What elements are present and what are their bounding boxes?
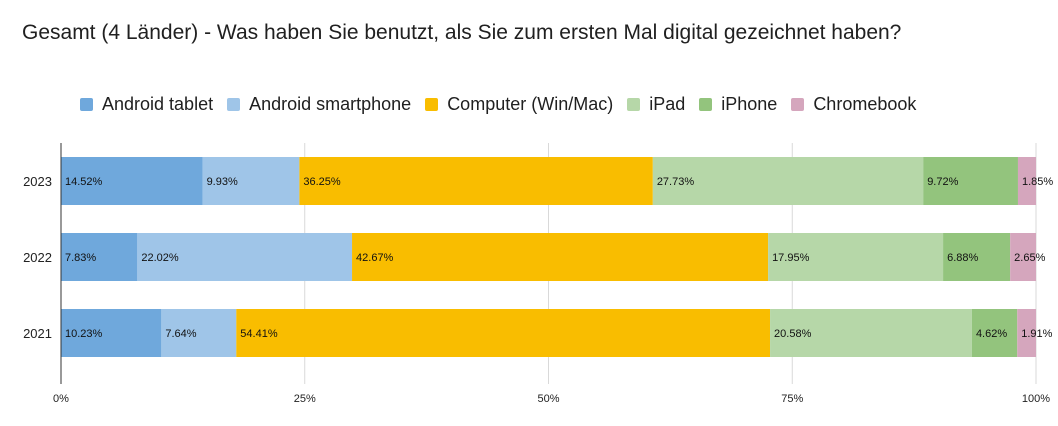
- bar-segment: [352, 233, 769, 281]
- legend-swatch: [80, 97, 93, 111]
- legend-item: Chromebook: [791, 94, 916, 115]
- data-label: 36.25%: [303, 176, 341, 188]
- data-label: 9.93%: [207, 176, 238, 188]
- legend-swatch: [425, 97, 439, 111]
- bar-segment: [61, 233, 138, 281]
- bar-segment: [923, 157, 1018, 205]
- legend-swatch: [227, 97, 241, 111]
- bar-segment: [1017, 157, 1036, 205]
- data-label: 10.23%: [65, 328, 103, 340]
- legend-item: Android tablet: [80, 94, 213, 115]
- x-tick-label: 50%: [537, 393, 559, 405]
- data-label: 14.52%: [65, 176, 103, 188]
- y-category-label: 2021: [23, 326, 52, 341]
- x-tick-label: 0%: [53, 393, 69, 405]
- bar-segment: [202, 157, 300, 205]
- chart-title: Gesamt (4 Länder) - Was haben Sie benutz…: [22, 21, 902, 44]
- data-label: 1.91%: [1021, 328, 1052, 340]
- bar-segment: [770, 309, 972, 357]
- bar-segment: [137, 233, 353, 281]
- bar-segment: [768, 233, 944, 281]
- legend-label: Computer (Win/Mac): [447, 93, 614, 114]
- legend-label: Android smartphone: [249, 93, 412, 114]
- y-category-label: 2022: [23, 250, 52, 265]
- bar-segment: [61, 309, 162, 357]
- data-label: 27.73%: [657, 176, 695, 188]
- data-label: 20.58%: [774, 328, 812, 340]
- legend-item: Computer (Win/Mac): [425, 94, 613, 115]
- bar-segment: [971, 309, 1018, 357]
- legend-swatch: [627, 97, 641, 111]
- legend-swatch: [791, 97, 805, 111]
- bar-segment: [652, 157, 924, 205]
- legend-item: Android smartphone: [227, 94, 411, 115]
- x-tick-label: 25%: [294, 393, 316, 405]
- data-label: 54.41%: [240, 328, 278, 340]
- legend-item: iPad: [627, 94, 685, 115]
- data-label: 7.64%: [165, 328, 196, 340]
- bar-segment: [61, 157, 203, 205]
- data-label: 22.02%: [141, 252, 179, 264]
- bar-segment: [236, 309, 771, 357]
- legend-label: Chromebook: [813, 93, 917, 114]
- data-label: 42.67%: [356, 252, 394, 264]
- data-label: 7.83%: [65, 252, 96, 264]
- legend-label: Android tablet: [102, 93, 214, 114]
- legend-item: iPhone: [699, 94, 777, 115]
- bar-segment: [299, 157, 653, 205]
- legend-label: iPhone: [721, 93, 778, 114]
- bar-segment: [943, 233, 1011, 281]
- data-label: 1.85%: [1022, 176, 1053, 188]
- bar-segment: [1010, 233, 1036, 281]
- legend-swatch: [699, 97, 713, 111]
- legend-label: iPad: [649, 93, 686, 114]
- x-tick-label: 75%: [781, 393, 803, 405]
- bar-segment: [1017, 309, 1036, 357]
- bar-segment: [161, 309, 237, 357]
- y-category-label: 2023: [23, 174, 52, 189]
- data-label: 4.62%: [976, 328, 1007, 340]
- legend: Android tablet Android smartphone Computer…: [80, 92, 930, 116]
- x-tick-label: 100%: [1022, 393, 1050, 405]
- data-label: 6.88%: [947, 252, 978, 264]
- data-label: 9.72%: [927, 176, 958, 188]
- data-label: 17.95%: [772, 252, 810, 264]
- data-label: 2.65%: [1014, 252, 1045, 264]
